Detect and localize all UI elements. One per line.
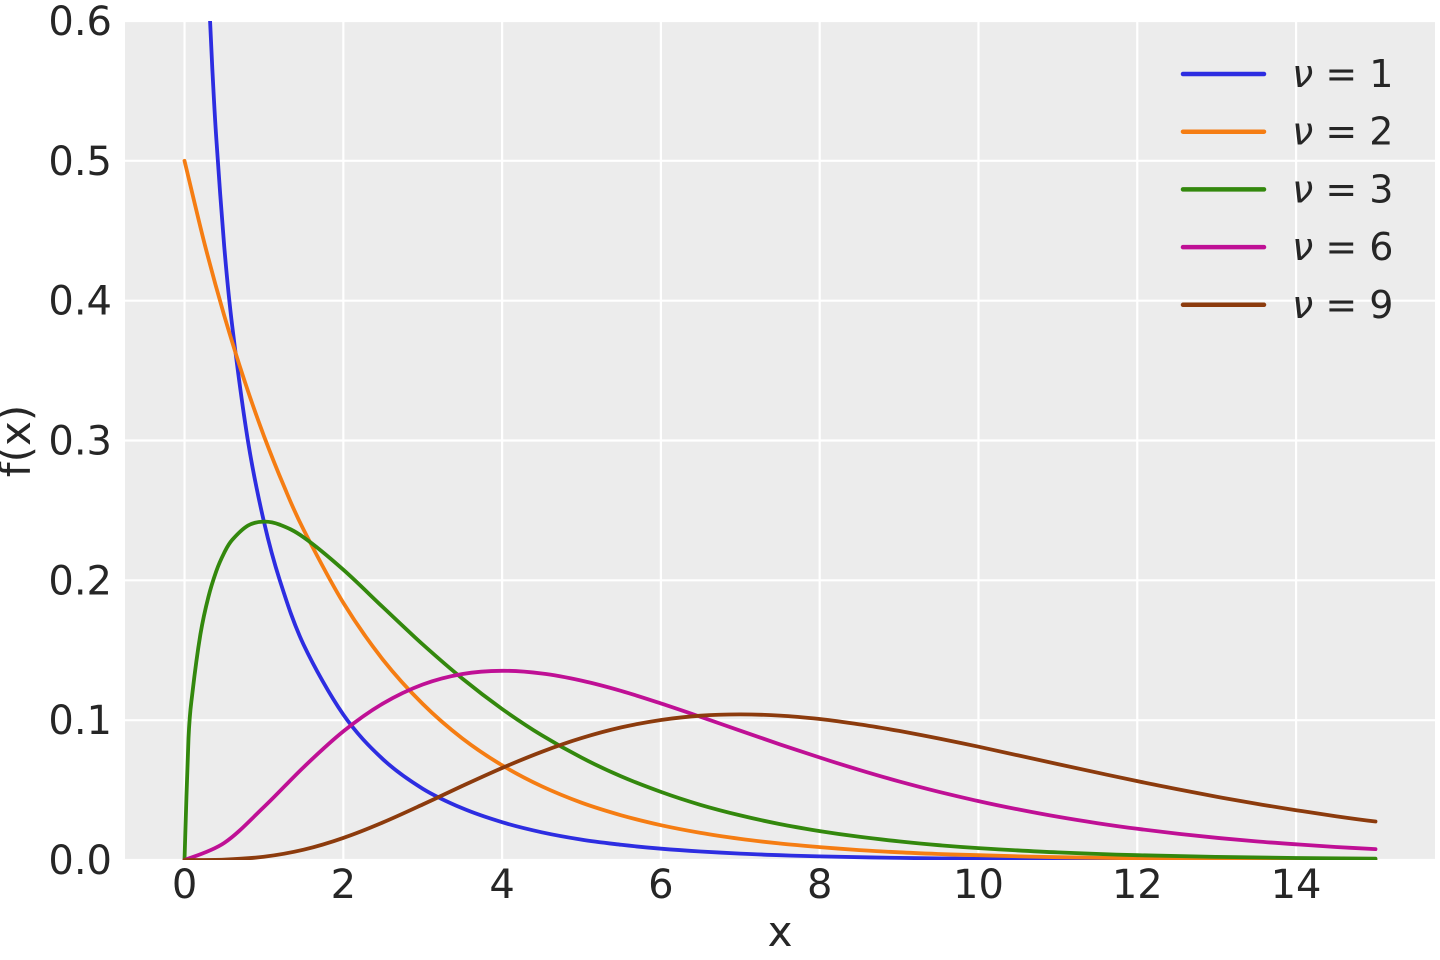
legend-label-nu-6: ν = 6 <box>1292 225 1393 269</box>
legend: ν = 1ν = 2ν = 3ν = 6ν = 9 <box>1180 52 1393 327</box>
legend-label-nu-9: ν = 9 <box>1292 283 1393 327</box>
legend-label-nu-3: ν = 3 <box>1292 167 1393 211</box>
curve-nu-9 <box>182 712 1378 860</box>
x-tick-label-0: 0 <box>172 862 197 908</box>
x-tick-label-8: 8 <box>807 862 832 908</box>
x-axis-label: x <box>768 907 793 956</box>
tick-layer: 0 2 4 6 8 10 12 14 0.0 0.1 0.2 0.3 0.4 0.5 0.6 <box>48 0 1321 908</box>
legend-entry-nu-9: ν = 9 <box>1180 283 1393 327</box>
legend-var-symbol: ν <box>1292 225 1313 269</box>
x-tick-label-10: 10 <box>953 862 1004 908</box>
x-tick-label-14: 14 <box>1271 862 1322 908</box>
curves-layer <box>182 21 1378 860</box>
x-tick-label-12: 12 <box>1112 862 1163 908</box>
legend-entry-nu-6: ν = 6 <box>1180 225 1393 269</box>
legend-value: = 1 <box>1313 52 1393 96</box>
x-tick-label-2: 2 <box>331 862 356 908</box>
legend-value: = 2 <box>1313 110 1393 154</box>
grid-layer <box>125 19 1435 862</box>
legend-entry-nu-2: ν = 2 <box>1180 110 1393 154</box>
legend-label-nu-2: ν = 2 <box>1292 110 1393 154</box>
curve-nu-2 <box>182 158 1378 860</box>
curve-nu-3 <box>182 519 1378 860</box>
y-tick-label-0.5: 0.5 <box>48 139 112 185</box>
y-tick-label-0.3: 0.3 <box>48 419 112 465</box>
legend-value: = 9 <box>1313 283 1393 327</box>
legend-entry-nu-1: ν = 1 <box>1180 52 1393 96</box>
legend-var-symbol: ν <box>1292 110 1313 154</box>
legend-label-nu-1: ν = 1 <box>1292 52 1393 96</box>
curve-nu-1 <box>208 21 1378 860</box>
legend-entry-nu-3: ν = 3 <box>1180 167 1393 211</box>
legend-value: = 6 <box>1313 225 1393 269</box>
y-tick-label-0.2: 0.2 <box>48 558 112 604</box>
legend-var-symbol: ν <box>1292 52 1313 96</box>
x-tick-label-4: 4 <box>489 862 514 908</box>
y-tick-label-0.6: 0.6 <box>48 0 112 45</box>
legend-var-symbol: ν <box>1292 283 1313 327</box>
curve-nu-6 <box>182 668 1378 860</box>
legend-value: = 3 <box>1313 167 1393 211</box>
y-tick-label-0.0: 0.0 <box>48 838 112 884</box>
y-tick-label-0.4: 0.4 <box>48 279 112 325</box>
y-axis-label: f(x) <box>0 405 40 477</box>
y-tick-label-0.1: 0.1 <box>48 698 112 744</box>
legend-var-symbol: ν <box>1292 167 1313 211</box>
x-tick-label-6: 6 <box>648 862 673 908</box>
